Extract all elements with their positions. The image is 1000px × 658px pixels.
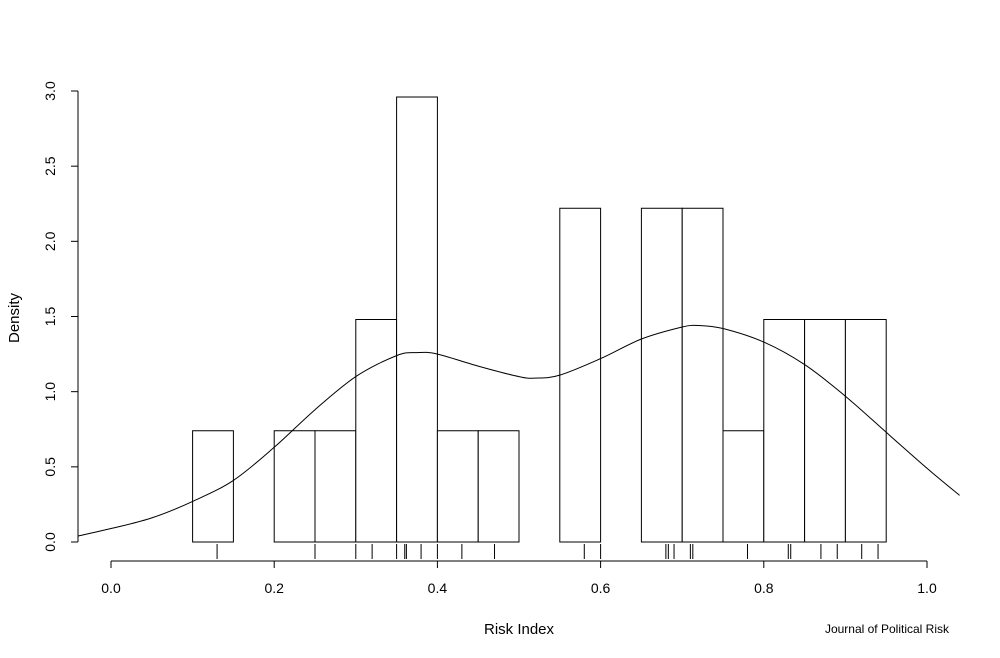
x-axis: 0.0 0.2 0.4 0.6 0.8 1.0 [101,560,937,596]
x-tick-label-5: 1.0 [917,580,937,596]
histogram-bar-0 [192,430,234,543]
histogram-bar-13 [722,430,765,543]
histogram-bar-4 [355,319,398,543]
x-tick-label-0: 0.0 [101,580,121,596]
x-tick-label-1: 0.2 [264,580,284,596]
y-tick-label-3: 1.5 [42,307,58,327]
y-tick-label-0: 0.0 [42,532,58,552]
y-tick-label-6: 3.0 [42,81,58,101]
histogram-bar-12 [681,207,724,543]
histogram-bar-2 [273,430,316,543]
y-tick-label-2: 1.0 [42,382,58,402]
x-tick-label-4: 0.8 [754,580,774,596]
histogram-bar-6 [436,430,479,543]
x-tick-label-3: 0.6 [591,580,611,596]
histogram-bar-7 [477,430,520,543]
x-tick-label-2: 0.4 [428,580,448,596]
y-axis-title: Density [6,292,23,343]
rug-marks [216,544,879,559]
histogram-bar-14 [763,319,806,543]
histogram-bar-3 [314,430,357,543]
y-tick-label-4: 2.0 [42,231,58,251]
source-note: Journal of Political Risk [825,622,950,636]
y-axis: 0.0 0.5 1.0 1.5 2.0 2.5 3.0 [42,81,79,552]
y-tick-label-1: 0.5 [42,457,58,477]
x-axis-title: Risk Index [484,621,555,638]
histogram-bar-9 [559,207,602,543]
histogram-bar-5 [396,96,438,543]
histogram-bars [192,96,887,543]
y-tick-label-5: 2.5 [42,156,58,176]
histogram-bar-11 [640,207,683,543]
density-curve-group [78,324,960,537]
histogram-bar-15 [804,319,846,543]
histogram-bar-16 [844,319,887,543]
density-curve [78,324,960,537]
